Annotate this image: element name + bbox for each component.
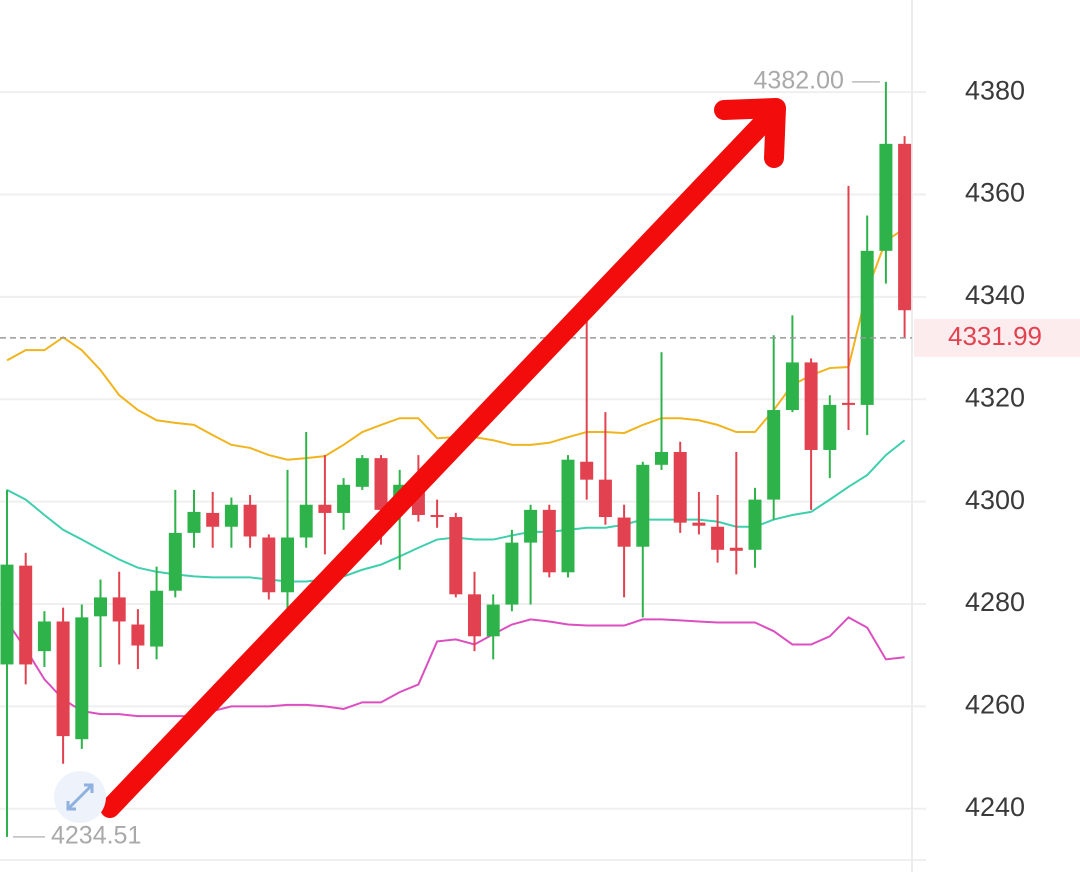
candle-body	[468, 594, 481, 637]
candle-body	[823, 404, 837, 450]
candle-body	[729, 547, 743, 551]
candle-body	[355, 458, 369, 487]
candle-body	[673, 452, 687, 523]
overlay: 4382.00 4234.51 4331.99	[0, 67, 1080, 850]
last-price-bg	[914, 318, 1080, 357]
candle-body	[617, 517, 631, 547]
candle-body	[187, 511, 201, 533]
candle-body	[374, 458, 388, 510]
y-tick-label: 4260	[965, 690, 1025, 720]
candle-body	[337, 484, 351, 513]
y-tick-label: 4320	[965, 382, 1025, 412]
candle-body	[692, 522, 706, 526]
candle-body	[94, 597, 107, 617]
candle-body	[224, 504, 238, 527]
candle-body	[598, 479, 612, 518]
expand-icon[interactable]	[54, 771, 106, 823]
expand-icon-glyph[interactable]	[66, 783, 94, 811]
candle-body	[580, 461, 594, 480]
candle-body	[37, 621, 51, 652]
y-tick-label: 4300	[965, 485, 1025, 515]
candle-body	[206, 512, 220, 527]
candle-body	[243, 504, 257, 537]
y-tick-label: 4380	[965, 75, 1025, 105]
candle-body	[430, 514, 444, 518]
y-tick-label: 4360	[965, 178, 1025, 208]
candle-body	[748, 499, 762, 550]
candle-body	[112, 597, 126, 622]
candle-body	[898, 143, 912, 311]
candle-body	[842, 402, 855, 405]
candle-body	[0, 564, 14, 665]
high-marker-label: 4382.00	[754, 67, 844, 95]
candles	[0, 81, 912, 837]
candle-body	[542, 509, 556, 573]
candle-body	[168, 532, 182, 591]
y-tick-label: 4280	[965, 587, 1025, 617]
arrow-shaft	[100, 114, 772, 818]
trend-arrow	[100, 98, 786, 818]
candle-body	[56, 621, 70, 737]
candle-body	[804, 362, 818, 450]
candle-body	[281, 537, 294, 593]
y-tick-label: 4340	[965, 280, 1025, 310]
candle-body	[785, 362, 799, 411]
y-tick-label: 4240	[965, 792, 1025, 822]
candle-body	[636, 464, 650, 547]
candle-body	[879, 143, 893, 251]
candle-body	[318, 504, 332, 513]
candle-body	[524, 509, 538, 543]
candle-body	[449, 517, 463, 595]
candle-body	[767, 410, 781, 500]
candle-body	[75, 617, 89, 740]
candle-body	[19, 565, 33, 665]
candle-body	[299, 504, 313, 538]
grid: 4240 4260 4280 4300 4320 4340 4360 4380	[0, 75, 1025, 861]
low-marker-label: 4234.51	[51, 822, 141, 850]
arrow-head	[714, 98, 786, 168]
candle-body	[655, 452, 668, 465]
candle-body	[131, 624, 145, 646]
candle-body	[561, 459, 575, 573]
candle-body	[150, 590, 164, 647]
band-line	[6, 616, 905, 718]
candle-body	[860, 250, 874, 405]
candle-body	[711, 526, 725, 550]
candle-body	[262, 537, 276, 593]
last-price-label: 4331.99	[948, 321, 1042, 351]
candle-body	[486, 604, 500, 637]
candle-body	[505, 542, 519, 605]
